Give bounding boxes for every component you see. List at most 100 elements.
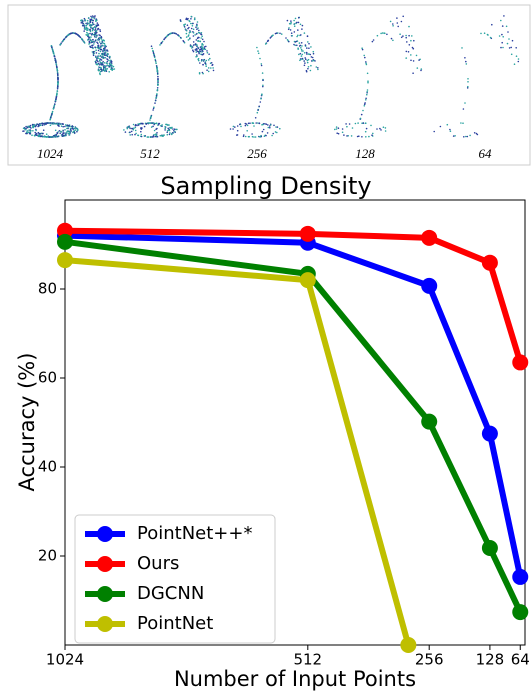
- point: [55, 97, 57, 99]
- point: [271, 134, 273, 137]
- point: [257, 122, 259, 124]
- point: [418, 59, 420, 61]
- point: [56, 123, 59, 126]
- point: [405, 36, 408, 39]
- point: [244, 122, 247, 125]
- point: [83, 42, 86, 44]
- point: [232, 128, 234, 130]
- point: [370, 124, 372, 127]
- point: [40, 135, 43, 137]
- point: [279, 127, 281, 130]
- point: [45, 133, 48, 135]
- sample-label: 128: [355, 146, 375, 161]
- point: [273, 124, 275, 127]
- point: [76, 129, 79, 132]
- point: [166, 133, 169, 136]
- point: [348, 123, 351, 125]
- point: [38, 135, 40, 137]
- point: [207, 59, 210, 61]
- point: [103, 47, 105, 50]
- point: [506, 42, 509, 45]
- point: [265, 134, 267, 137]
- point: [149, 122, 152, 124]
- point: [56, 93, 58, 95]
- point: [102, 49, 105, 51]
- point: [165, 35, 168, 38]
- point: [300, 42, 303, 44]
- point: [465, 60, 467, 63]
- point: [262, 123, 264, 126]
- point: [303, 52, 306, 54]
- point: [91, 15, 94, 17]
- point: [336, 132, 339, 134]
- point: [99, 50, 102, 53]
- point: [410, 59, 412, 62]
- point: [57, 76, 59, 79]
- point: [33, 124, 36, 126]
- point: [466, 135, 469, 138]
- point: [361, 122, 363, 124]
- point: [307, 58, 310, 61]
- point: [186, 24, 189, 27]
- point: [366, 91, 369, 93]
- point: [47, 122, 49, 124]
- point: [194, 34, 196, 36]
- marker: [299, 272, 316, 289]
- point: [190, 15, 193, 18]
- point: [287, 28, 290, 31]
- point: [360, 113, 363, 116]
- point: [364, 130, 367, 133]
- point: [298, 16, 300, 19]
- point: [491, 23, 493, 26]
- point: [58, 125, 60, 127]
- point: [86, 19, 89, 22]
- point: [266, 132, 269, 134]
- point: [372, 39, 375, 41]
- point: [306, 47, 308, 49]
- point: [254, 136, 257, 138]
- point: [128, 126, 131, 128]
- point: [461, 47, 463, 49]
- point: [265, 123, 268, 125]
- point: [106, 52, 109, 55]
- point: [42, 132, 44, 135]
- point: [152, 52, 155, 54]
- point: [97, 37, 100, 40]
- point: [167, 34, 170, 36]
- point: [41, 124, 44, 127]
- point: [149, 119, 151, 121]
- point: [82, 20, 84, 22]
- point: [102, 61, 104, 63]
- point: [274, 131, 277, 133]
- point: [44, 122, 47, 124]
- point: [196, 25, 198, 27]
- point: [301, 50, 303, 52]
- point: [145, 123, 147, 125]
- point: [92, 19, 94, 22]
- point: [195, 56, 197, 58]
- point: [91, 44, 93, 47]
- x-tick-label: 128: [476, 651, 505, 669]
- point: [59, 43, 62, 45]
- point: [85, 29, 88, 31]
- point: [112, 68, 114, 71]
- point: [501, 25, 504, 27]
- point: [337, 132, 340, 135]
- point: [347, 135, 350, 137]
- point: [154, 58, 157, 61]
- point: [52, 122, 55, 125]
- point: [296, 44, 298, 47]
- point: [64, 129, 66, 131]
- point: [341, 131, 344, 134]
- point: [196, 28, 198, 31]
- point: [108, 66, 110, 68]
- point: [67, 127, 69, 130]
- point: [201, 35, 203, 38]
- point: [87, 27, 89, 30]
- point: [264, 123, 266, 125]
- x-axis-label: Number of Input Points: [174, 667, 416, 691]
- point: [95, 26, 97, 29]
- point: [203, 48, 205, 51]
- point: [34, 133, 37, 136]
- marker: [57, 233, 73, 250]
